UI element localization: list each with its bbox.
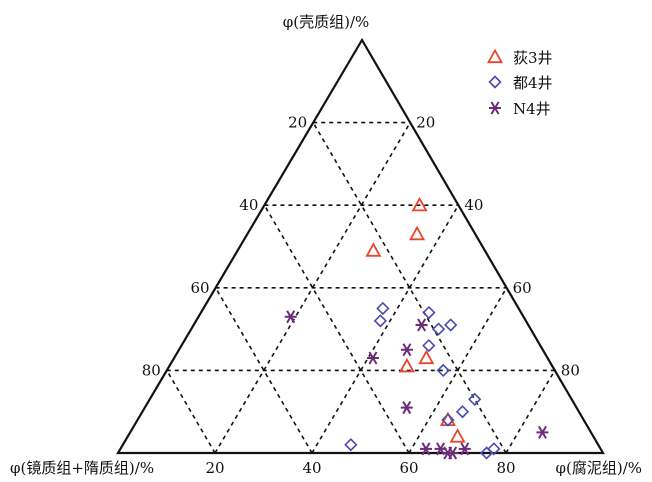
- point-asterisk-3-3: [366, 351, 379, 365]
- tick-left-80: 80: [142, 361, 161, 379]
- legend-symbol-3: [489, 101, 501, 115]
- point-triangle-open-1-3: [365, 242, 382, 257]
- legend-marker-asterisk: [489, 101, 501, 115]
- grid-line-left-40: [263, 204, 410, 454]
- legend-marker-diamond: [488, 75, 502, 89]
- tick-right-40: 40: [464, 196, 483, 214]
- point-diamond-open-2-5: [444, 318, 458, 332]
- point-asterisk-3-9: [441, 446, 454, 460]
- point-diamond-open-2-13: [479, 446, 494, 460]
- point-asterisk-3-4: [400, 343, 413, 357]
- axis-label-top: φ(壳质组)/%: [283, 13, 370, 31]
- tick-right-80: 80: [561, 361, 580, 379]
- legend-label-series-1: 荻3井: [513, 49, 553, 67]
- tick-left-60: 60: [191, 279, 210, 297]
- point-triangle-open-1-4: [398, 357, 415, 373]
- point-diamond-open-2-4: [431, 322, 446, 336]
- tick-bottom-60: 60: [399, 459, 418, 477]
- point-asterisk-3-10: [458, 442, 471, 456]
- triangle-frame: [116, 37, 605, 455]
- point-asterisk-3-1: [284, 310, 297, 324]
- point-triangle-open-1-2: [409, 225, 426, 241]
- point-diamond-open-2-8: [468, 392, 482, 406]
- grid-line-left-80: [166, 369, 216, 454]
- point-asterisk-3-5: [400, 401, 413, 415]
- point-triangle-open-1-7: [449, 428, 466, 443]
- axis-label-left: φ(镜质组+隋质组)/%: [10, 459, 154, 477]
- point-diamond-open-2-2: [373, 314, 388, 328]
- legend-symbol-2: [488, 75, 502, 89]
- point-diamond-open-2-3: [422, 305, 436, 320]
- legend-label-series-3: N4井: [513, 100, 551, 118]
- point-diamond-open-2-7: [436, 363, 450, 378]
- point-diamond-open-2-12: [487, 442, 501, 456]
- tick-right-60: 60: [513, 279, 532, 297]
- point-diamond-open-2-6: [422, 338, 436, 353]
- tick-bottom-40: 40: [302, 459, 321, 477]
- legend: 荻3井 都4井 N4井: [486, 48, 553, 118]
- legend-symbol-1: [486, 48, 504, 64]
- point-triangle-open-1-1: [411, 196, 428, 212]
- point-asterisk-3-2: [415, 318, 428, 332]
- legend-label-series-2: 都4井: [513, 74, 553, 92]
- point-asterisk-3-6: [419, 442, 432, 456]
- tick-bottom-20: 20: [205, 459, 224, 477]
- point-asterisk-3-11: [536, 425, 549, 439]
- point-triangle-open-1-5: [418, 349, 435, 365]
- point-diamond-open-2-1: [376, 301, 390, 316]
- data-points: [284, 196, 549, 460]
- tick-left-40: 40: [239, 196, 258, 214]
- grid-lines: [166, 121, 556, 454]
- point-diamond-open-2-9: [455, 405, 470, 419]
- tick-labels: 20 40 60 80 80 60 40 20 20 40 60 80: [142, 114, 580, 477]
- tick-right-20: 20: [416, 114, 435, 132]
- grid-line-right-80: [505, 369, 556, 454]
- legend-marker-triangle: [486, 48, 504, 64]
- grid-line-right-40: [311, 204, 460, 454]
- point-diamond-open-2-11: [344, 438, 358, 452]
- point-diamond-open-2-10: [441, 413, 455, 427]
- tick-left-20: 20: [288, 114, 307, 132]
- tick-bottom-80: 80: [496, 459, 515, 477]
- axis-label-right: φ(腐泥组)/%: [555, 459, 642, 477]
